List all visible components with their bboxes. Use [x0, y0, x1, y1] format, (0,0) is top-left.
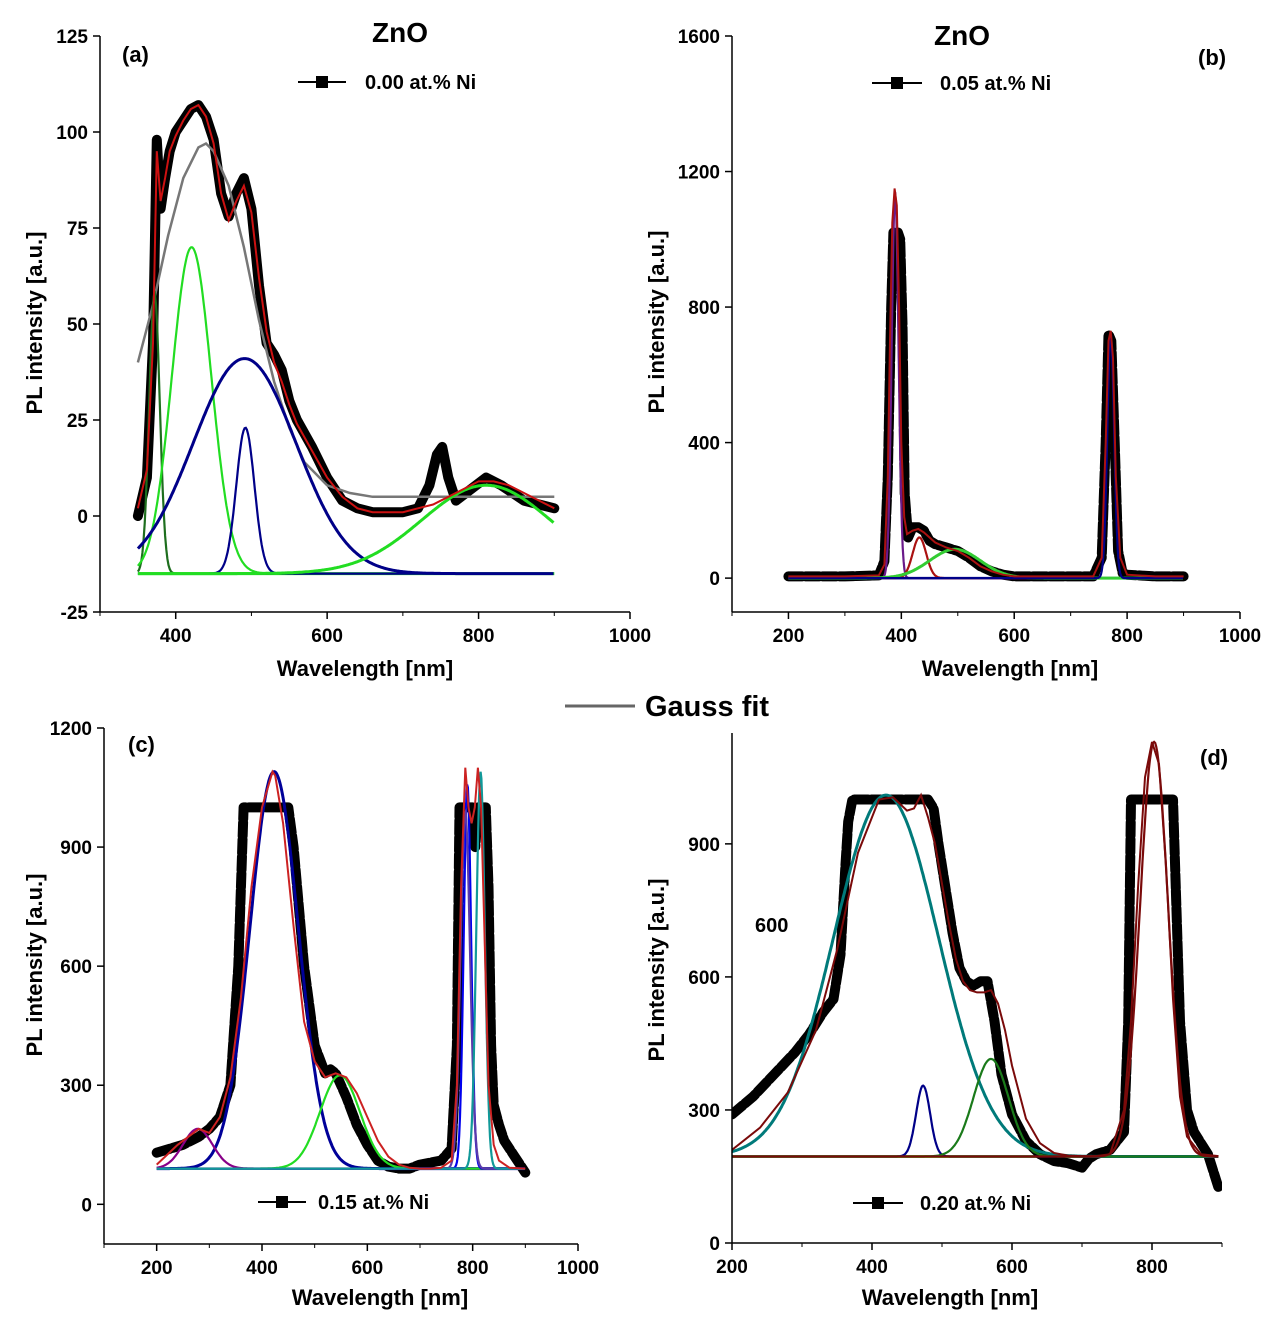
- panel-d-xtick-label: 800: [1136, 1257, 1168, 1278]
- panel-d-data-series: [732, 794, 1222, 1193]
- panel-a-ytick-label: -25: [61, 603, 89, 624]
- panel-b-legend: 0.05 at.% Ni: [872, 73, 1051, 95]
- panel-b-cumulative-fit: [788, 188, 1184, 578]
- panel-c-ytick-label: 300: [60, 1076, 92, 1097]
- panel-b-ytick-label: 1200: [678, 163, 720, 184]
- panel-b-ytick-label: 1600: [678, 27, 720, 48]
- panel-d-marks: [732, 740, 1222, 1193]
- panel-c-xtick-label: 1000: [557, 1258, 599, 1279]
- panel-a-peak-372: [136, 290, 554, 575]
- panel-b-ytick-label: 800: [688, 298, 720, 319]
- panel-a-ytick-label: 25: [67, 411, 89, 432]
- panel-d-ytick-label: 0: [709, 1234, 720, 1255]
- panel-a: ZnO (a) 0.00 at.% Ni Wavelength [nm] PL …: [22, 17, 651, 681]
- panel-c-xtick-label: 600: [351, 1258, 383, 1279]
- panel-d-legend-text: 0.20 at.% Ni: [920, 1193, 1031, 1215]
- panel-a-label: (a): [122, 42, 149, 67]
- panel-a-peak-421: [137, 246, 554, 575]
- panel-a-marks: [132, 100, 560, 576]
- panel-b-xtick-label: 800: [1111, 626, 1143, 647]
- gauss-fit-legend: Gauss fit: [565, 691, 769, 723]
- panel-a-legend-text: 0.00 at.% Ni: [365, 72, 476, 94]
- panel-b-ylabel: PL intensity [a.u.]: [644, 231, 669, 414]
- panel-d: (d) 600 0.20 at.% Ni Wavelength [nm] PL …: [644, 733, 1228, 1310]
- panel-d-peak-803: [732, 740, 1219, 1158]
- panel-a-ytick-label: 50: [67, 315, 88, 336]
- panel-d-legend: 0.20 at.% Ni: [853, 1193, 1031, 1215]
- panel-a-xtick-label: 1000: [609, 626, 651, 647]
- panel-b-xtick-label: 400: [885, 626, 917, 647]
- panel-b: ZnO (b) 0.05 at.% Ni Wavelength [nm] PL …: [644, 20, 1261, 681]
- panel-d-annotation: 600: [755, 915, 788, 937]
- panel-c-ytick-label: 600: [60, 957, 92, 978]
- panel-a-ytick-label: 100: [56, 123, 88, 144]
- panel-c-ytick-label: 0: [81, 1195, 92, 1216]
- panel-d-plot: 200 400 600 800 0 300 600 900: [688, 733, 1223, 1278]
- panel-b-ytick-label: 400: [688, 434, 720, 455]
- panel-d-xlabel: Wavelength [nm]: [862, 1285, 1038, 1310]
- panel-b-peak-771: [788, 334, 1183, 580]
- panel-c-xtick-label: 400: [246, 1258, 278, 1279]
- panel-a-gauss-fit: [136, 141, 555, 499]
- panel-c-xtick-label: 200: [141, 1258, 173, 1279]
- panel-a-ytick-label: 125: [56, 27, 88, 48]
- panel-c-plot: 200 400 600 800 1000 0 300 600 900 1200: [50, 719, 599, 1279]
- panel-b-xtick-label: 1000: [1219, 626, 1261, 647]
- panel-c-label: (c): [128, 732, 155, 757]
- panel-d-cumulative-fit: [732, 741, 1219, 1158]
- panel-c-peak-815: [156, 771, 525, 1170]
- panel-b-xtick-label: 600: [998, 626, 1030, 647]
- panel-c-data-series: [151, 802, 531, 1178]
- panel-d-xtick-label: 600: [996, 1257, 1028, 1278]
- panel-d-ylabel: PL intensity [a.u.]: [644, 879, 669, 1062]
- panel-d-ytick-label: 300: [688, 1101, 720, 1122]
- panel-c-cumulative-fit: [156, 767, 526, 1170]
- panel-b-xlabel: Wavelength [nm]: [922, 656, 1098, 681]
- panel-b-xtick-label: 200: [773, 626, 805, 647]
- panel-a-peak-491: [136, 357, 554, 576]
- panel-d-ytick-label: 600: [688, 968, 720, 989]
- panel-c-xtick-label: 800: [457, 1258, 489, 1279]
- panel-a-ylabel: PL intensity [a.u.]: [22, 232, 47, 415]
- panel-d-xtick-label: 400: [856, 1257, 888, 1278]
- panel-b-marks: [783, 188, 1189, 582]
- panel-a-ytick-label: 0: [77, 507, 88, 528]
- panel-a-legend: 0.00 at.% Ni: [298, 72, 476, 94]
- panel-c-marks: [151, 767, 531, 1178]
- panel-a-peak-810: [137, 483, 555, 576]
- panel-a-xtick-label: 400: [160, 626, 192, 647]
- panel-b-plot: 200 400 600 800 1000 0 400 800 1200 1600: [678, 27, 1261, 647]
- panel-d-peak-420: [732, 793, 1219, 1158]
- panel-b-data-series: [783, 227, 1189, 582]
- panel-a-plot: 400 600 800 1000 -25 0 25 50 75 100 125: [56, 27, 651, 647]
- panel-a-cumulative-fit: [136, 103, 555, 514]
- gauss-fit-legend-text: Gauss fit: [645, 691, 769, 723]
- panel-a-ytick-label: 75: [67, 219, 89, 240]
- panel-b-legend-text: 0.05 at.% Ni: [940, 73, 1051, 95]
- panel-a-xlabel: Wavelength [nm]: [277, 656, 453, 681]
- panel-d-peak-473: [732, 1084, 1219, 1158]
- panel-c: (c) 0.15 at.% Ni Wavelength [nm] PL inte…: [22, 719, 599, 1310]
- panel-a-xtick-label: 800: [463, 626, 495, 647]
- panel-b-peak-389: [788, 191, 1183, 580]
- panel-a-xtick-label: 600: [311, 626, 343, 647]
- panel-b-ytick-label: 0: [709, 569, 720, 590]
- panel-d-xtick-label: 200: [716, 1257, 748, 1278]
- panel-c-ytick-label: 900: [60, 838, 92, 859]
- panel-d-ytick-label: 900: [688, 835, 720, 856]
- panel-c-ylabel: PL intensity [a.u.]: [22, 874, 47, 1057]
- panel-c-legend-text: 0.15 at.% Ni: [318, 1192, 429, 1214]
- panel-a-data-series: [132, 100, 560, 521]
- panel-c-ytick-label: 1200: [50, 719, 92, 740]
- panel-b-label: (b): [1198, 45, 1226, 70]
- panel-a-title: ZnO: [372, 17, 428, 48]
- panel-d-label: (d): [1200, 745, 1228, 770]
- panel-c-xlabel: Wavelength [nm]: [292, 1285, 468, 1310]
- panel-b-title: ZnO: [934, 20, 990, 51]
- panel-c-legend: 0.15 at.% Ni: [258, 1192, 429, 1214]
